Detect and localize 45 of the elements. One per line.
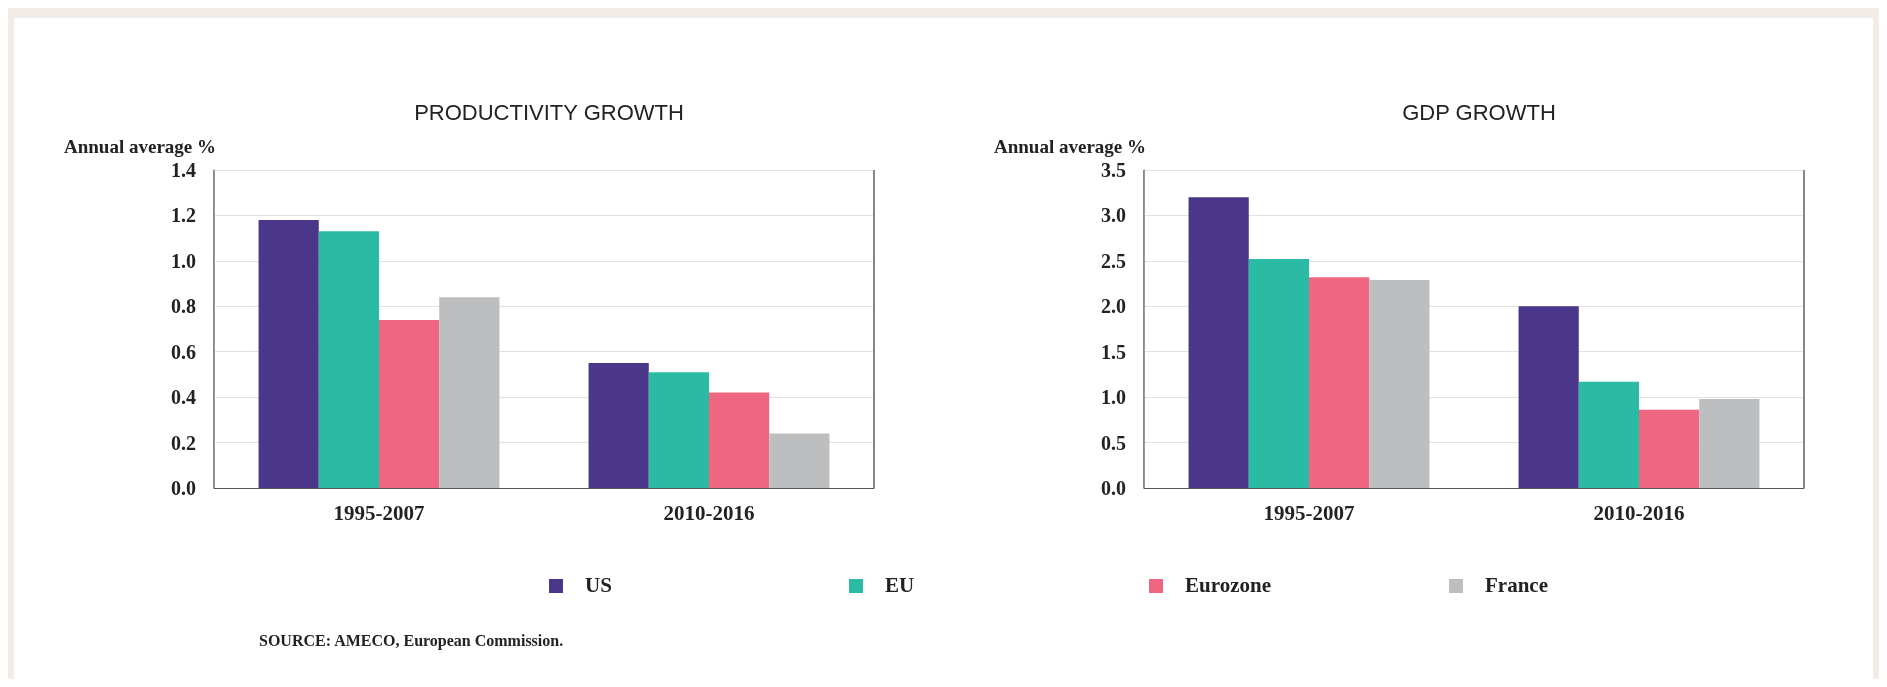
legend-label: France [1485,573,1548,598]
chart-title: GDP GROWTH [1402,99,1556,125]
y-tick-label: 0.0 [1101,477,1126,499]
bar [439,297,500,488]
y-tick-label: 0.4 [171,386,196,409]
y-tick-label: 3.5 [1101,159,1126,181]
x-tick-label: 2010-2016 [1593,500,1685,525]
y-tick-label: 0.2 [171,431,196,454]
y-tick-label: 1.0 [1101,386,1126,409]
y-tick-label: 1.4 [171,159,196,181]
bar [1248,259,1309,488]
legend-label: EU [885,573,915,598]
bar [648,372,709,488]
y-tick-label: 0.0 [171,477,196,499]
legend-label: US [585,573,612,598]
x-tick-label: 1995-2007 [333,500,425,525]
bar [588,363,649,488]
bar [769,433,830,488]
y-tick-label: 1.5 [1101,340,1126,363]
y-tick-label: 2.0 [1101,295,1126,318]
bar [318,231,379,488]
bar [258,219,319,488]
bar [1578,381,1639,488]
bar [379,319,440,488]
bar [709,392,770,488]
bar [1518,306,1579,488]
x-tick-label: 2010-2016 [663,500,755,525]
bar [1639,409,1700,488]
y-tick-label: 0.8 [171,295,196,318]
y-axis-title: Annual average % [64,136,216,157]
y-tick-label: 1.0 [171,249,196,272]
chart-title: PRODUCTIVITY GROWTH [414,99,684,125]
bar [1369,279,1430,488]
y-tick-label: 0.6 [171,340,196,363]
bar [1188,197,1249,488]
y-tick-label: 0.5 [1101,431,1126,454]
y-axis-title: Annual average % [994,136,1146,157]
source-note: SOURCE: AMECO, European Commission. [259,632,564,650]
legend-label: Eurozone [1185,573,1271,598]
bar [1699,398,1760,488]
x-tick-label: 1995-2007 [1263,500,1355,525]
y-tick-label: 3.0 [1101,204,1126,227]
bar [1309,277,1370,488]
y-tick-label: 2.5 [1101,249,1126,272]
y-tick-label: 1.2 [171,204,196,227]
